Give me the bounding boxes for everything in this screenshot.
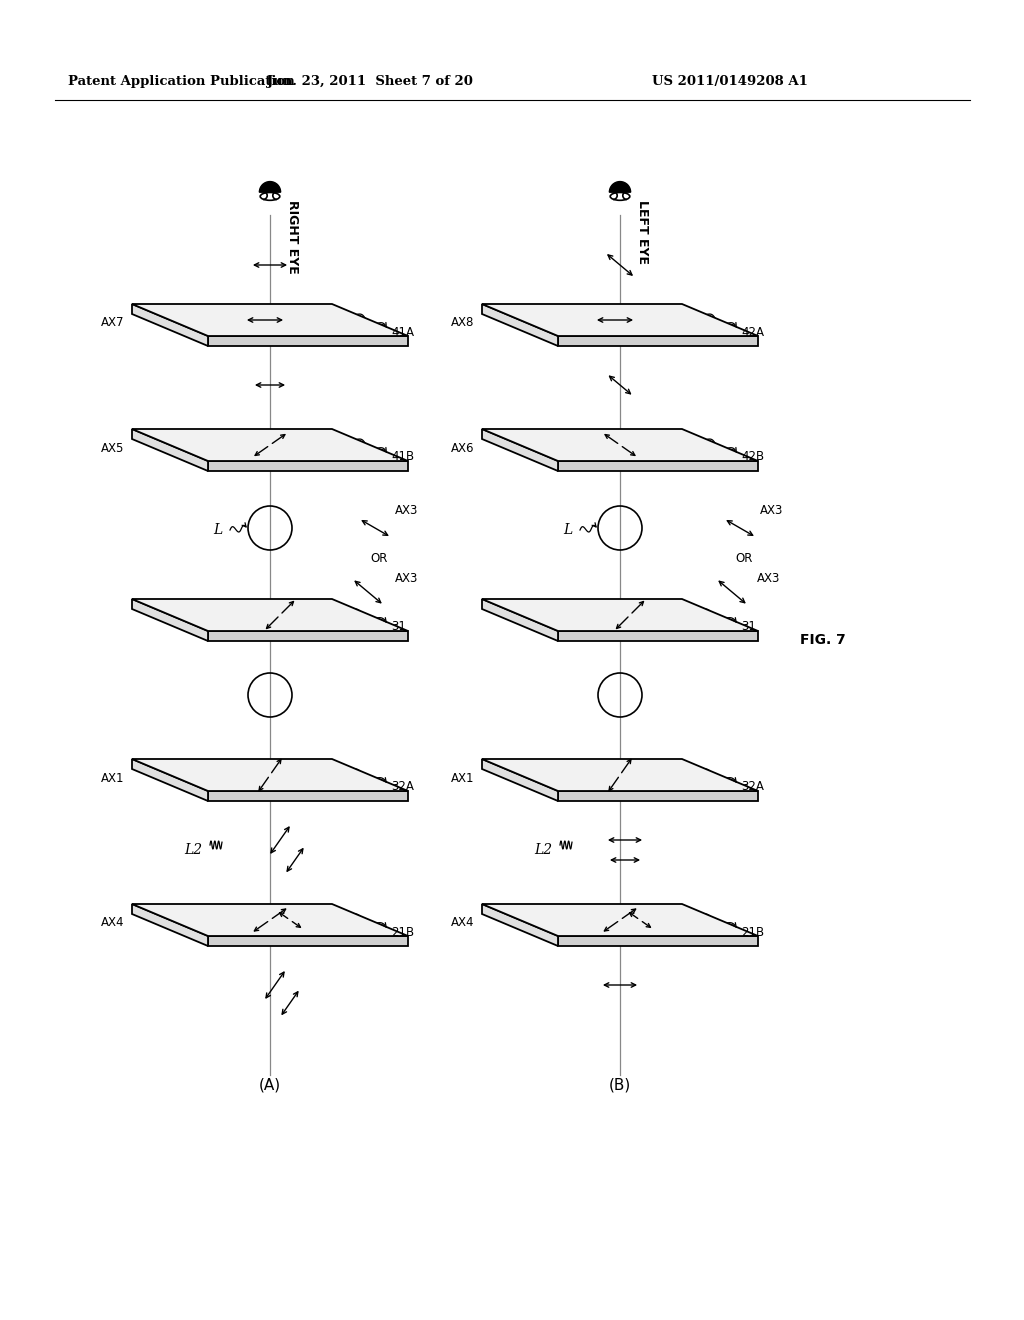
Text: RIGHT EYE: RIGHT EYE (286, 201, 299, 273)
Polygon shape (482, 759, 758, 791)
Text: AX6: AX6 (451, 441, 474, 454)
Polygon shape (558, 631, 758, 642)
Polygon shape (132, 429, 408, 461)
Polygon shape (558, 791, 758, 801)
Polygon shape (482, 429, 758, 461)
Text: L2: L2 (184, 843, 202, 857)
Wedge shape (259, 182, 281, 193)
Ellipse shape (260, 193, 280, 201)
Text: AX3: AX3 (757, 572, 780, 585)
Text: AX3: AX3 (760, 503, 783, 516)
Polygon shape (208, 461, 408, 471)
Polygon shape (558, 936, 758, 946)
Ellipse shape (610, 193, 630, 201)
Polygon shape (208, 791, 408, 801)
Text: Patent Application Publication: Patent Application Publication (68, 75, 295, 88)
Polygon shape (132, 429, 208, 471)
Polygon shape (208, 631, 408, 642)
Text: AX8: AX8 (451, 317, 474, 330)
Text: 32A: 32A (741, 780, 764, 793)
Text: (A): (A) (259, 1077, 281, 1093)
Polygon shape (132, 304, 208, 346)
Polygon shape (132, 904, 208, 946)
Polygon shape (482, 304, 758, 337)
Polygon shape (482, 759, 558, 801)
Text: AX4: AX4 (451, 916, 474, 929)
Text: AX7: AX7 (100, 317, 124, 330)
Text: AX3: AX3 (395, 572, 419, 585)
Polygon shape (132, 599, 208, 642)
Text: AX1: AX1 (451, 771, 474, 784)
Polygon shape (208, 337, 408, 346)
Polygon shape (482, 304, 558, 346)
Text: 41B: 41B (391, 450, 414, 463)
Text: 41A: 41A (391, 326, 414, 338)
Polygon shape (558, 337, 758, 346)
Text: OR: OR (735, 552, 753, 565)
Text: Jun. 23, 2011  Sheet 7 of 20: Jun. 23, 2011 Sheet 7 of 20 (267, 75, 473, 88)
Polygon shape (558, 461, 758, 471)
Polygon shape (482, 904, 758, 936)
Text: 42A: 42A (741, 326, 764, 338)
Polygon shape (208, 936, 408, 946)
Text: AX5: AX5 (100, 441, 124, 454)
Text: 31: 31 (391, 620, 406, 634)
Text: LEFT EYE: LEFT EYE (636, 201, 649, 264)
Text: 31: 31 (741, 620, 756, 634)
Text: 42B: 42B (741, 450, 764, 463)
Polygon shape (482, 599, 758, 631)
Text: L2: L2 (534, 843, 552, 857)
Text: 32A: 32A (391, 780, 414, 793)
Text: L: L (213, 523, 222, 537)
Polygon shape (132, 759, 208, 801)
Polygon shape (132, 599, 408, 631)
Polygon shape (132, 759, 408, 791)
Polygon shape (482, 599, 558, 642)
Text: (B): (B) (609, 1077, 631, 1093)
Polygon shape (482, 429, 558, 471)
Text: 21B: 21B (391, 925, 414, 939)
Text: AX4: AX4 (100, 916, 124, 929)
Polygon shape (482, 904, 558, 946)
Wedge shape (609, 182, 631, 193)
Polygon shape (132, 904, 408, 936)
Text: OR: OR (370, 552, 387, 565)
Text: 21B: 21B (741, 925, 764, 939)
Text: FIG. 7: FIG. 7 (800, 634, 846, 647)
Text: L: L (563, 523, 572, 537)
Text: AX1: AX1 (100, 771, 124, 784)
Text: AX3: AX3 (395, 503, 419, 516)
Text: US 2011/0149208 A1: US 2011/0149208 A1 (652, 75, 808, 88)
Polygon shape (132, 304, 408, 337)
